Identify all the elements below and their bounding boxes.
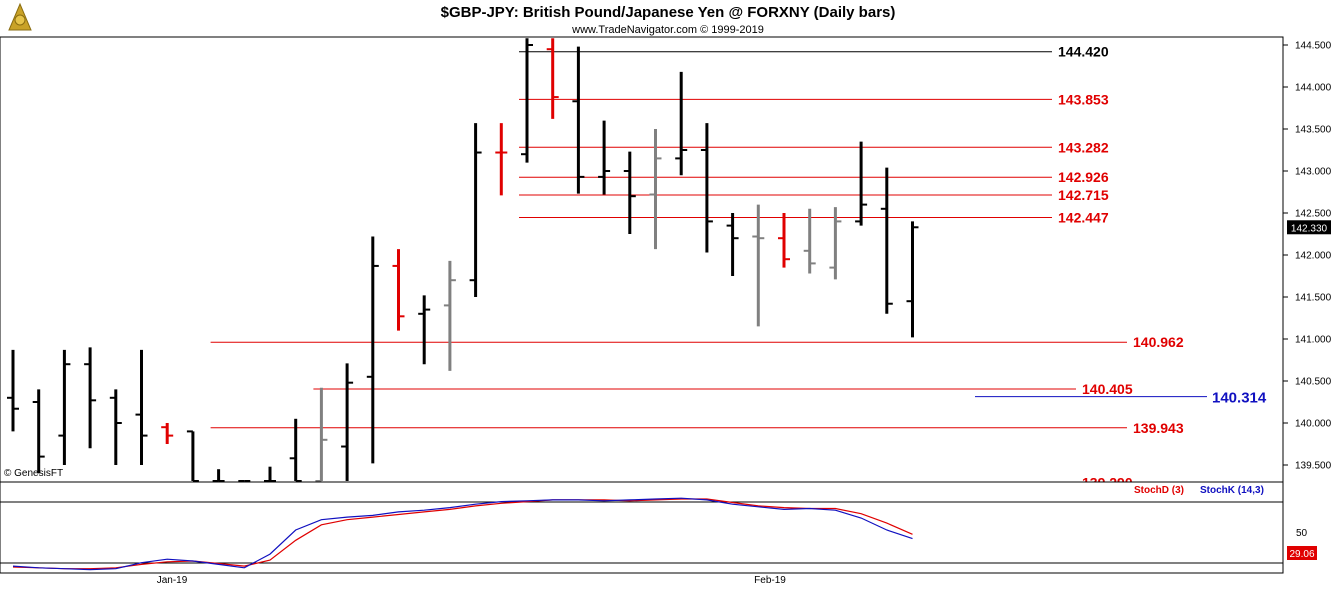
ohlc-bar [32,389,45,474]
y-tick-label: 139.500 [1295,461,1332,472]
ohlc-bar [186,430,199,482]
level-label: 143.282 [1058,139,1109,155]
level-label: 139.943 [1133,420,1184,436]
ohlc-bar [752,204,765,327]
y-tick-label: 141.500 [1295,293,1332,304]
y-tick-label: 144.000 [1295,83,1332,94]
ohlc-bar [623,151,636,234]
ohlc-bar [84,347,97,449]
y-tick-label: 140.500 [1295,377,1332,388]
y-tick-label: 142.000 [1295,251,1332,262]
credit-label: © GenesisFT [4,468,63,479]
level-label: 143.853 [1058,91,1109,107]
ohlc-bar [58,349,71,465]
last-price-tag: 142.330 [1287,220,1331,235]
chart-subtitle: www.TradeNavigator.com © 1999-2019 [571,24,764,36]
ohlc-bar [315,387,328,482]
ohlc-bar [495,123,508,196]
stochastic-lines [12,497,913,571]
y-tick-label: 144.500 [1295,41,1332,52]
ohlc-bar [109,389,122,465]
ohlc-bar [7,349,19,432]
price-plot-area [0,36,1284,483]
stochk-line [12,497,913,571]
indicator-panel [0,481,1284,574]
ohlc-bar [803,208,816,274]
legend-stochd: StochD (3) [1134,485,1184,496]
level-label: 140.405 [1082,381,1133,397]
ohlc-bar [341,363,354,481]
level-label: 140.962 [1133,334,1184,350]
indicator-last-value: 29.06 [1289,549,1314,560]
ohlc-bar [649,129,662,250]
ohlc-bar [264,466,276,482]
stochd-line [12,498,913,570]
y-tick-label: 140.000 [1295,419,1332,430]
ohlc-bar [700,123,713,253]
chart-title: $GBP-JPY: British Pound/Japanese Yen @ F… [441,4,896,21]
ohlc-bar [469,123,482,297]
ohlc-bar [546,38,559,119]
ohlc-bar [392,249,405,331]
blue-level-label: 140.314 [1212,390,1267,407]
y-tick-label: 143.000 [1295,167,1332,178]
ohlc-bar [880,167,893,314]
ohlc-bar [366,236,379,464]
ohlc-bar [212,469,225,482]
indicator-tick-50: 50 [1296,528,1308,539]
ohlc-bar [855,141,868,226]
ohlc-bar [906,221,919,338]
y-tick-label: 142.500 [1295,209,1332,220]
ohlc-bar [521,38,533,163]
x-label-jan: Jan-19 [157,575,188,586]
last-price-value: 142.330 [1291,223,1328,234]
ohlc-bar [598,120,611,195]
ohlc-bar [778,213,790,268]
price-axis: 144.500 144.000 143.500 143.000 142.500 142.0… [1283,41,1332,472]
ohlc-bar [829,207,842,280]
y-tick-label: 141.000 [1295,335,1332,346]
ohlc-bar [135,349,148,465]
y-tick-label: 143.500 [1295,125,1332,136]
ohlc-bar [443,260,456,371]
level-label: 142.715 [1058,187,1109,203]
ohlc-bar [161,423,174,444]
level-label: 144.420 [1058,44,1109,60]
ohlc-bar [675,71,688,176]
level-label: 142.926 [1058,169,1109,185]
legend-stochk: StochK (14,3) [1200,485,1264,496]
x-label-feb: Feb-19 [754,575,786,586]
ohlc-bar [418,295,431,365]
ohlc-bar [289,418,302,482]
ohlc-bar [572,46,585,194]
level-label: 142.447 [1058,209,1109,225]
logo-icon [8,2,32,31]
indicator-last-tag: 29.06 [1287,546,1317,560]
price-bars [7,38,919,482]
ohlc-bar [726,213,739,276]
